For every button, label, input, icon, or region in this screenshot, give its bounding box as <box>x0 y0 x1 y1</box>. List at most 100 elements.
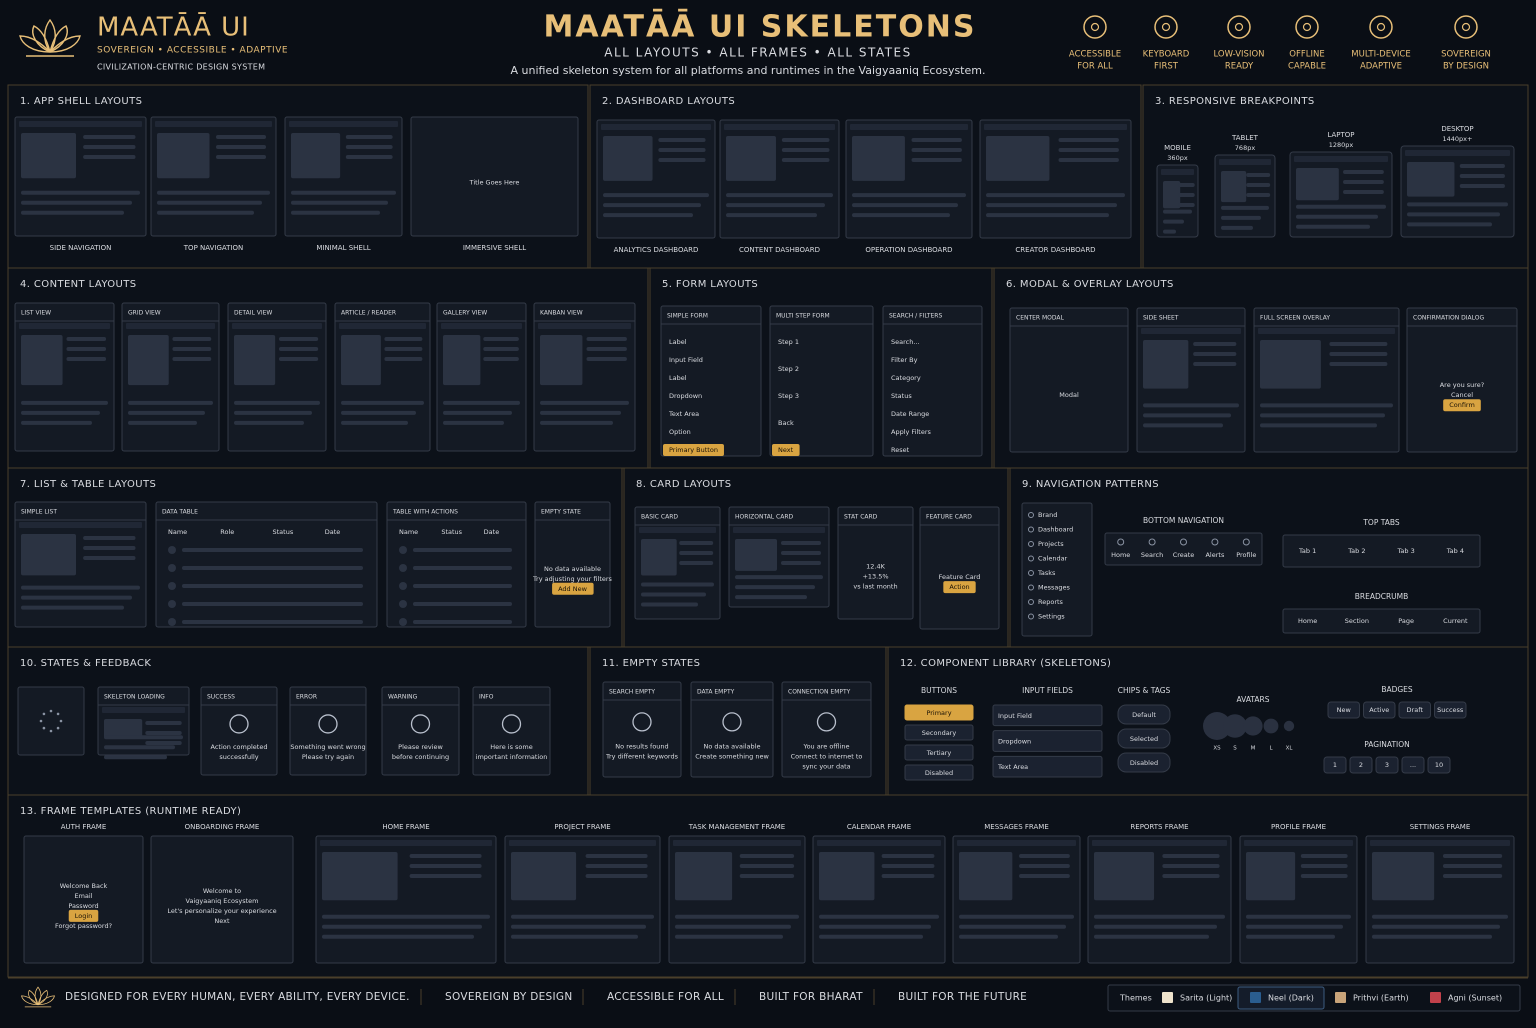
inner-text: Welcome to <box>203 887 241 895</box>
item-label: TASK MANAGEMENT FRAME <box>688 823 785 831</box>
card <box>919 506 1000 630</box>
card <box>155 501 378 628</box>
brand: MAATĀĀ UI <box>97 12 250 43</box>
page-title: MAATĀĀ UI SKELETONS <box>544 9 977 45</box>
card <box>381 686 460 776</box>
skeleton-line <box>104 755 167 760</box>
skeleton-block <box>1246 852 1296 901</box>
breakpoint-width: 1440px+ <box>1443 135 1473 143</box>
skeleton-line <box>1300 854 1348 858</box>
skeleton-line <box>1221 225 1253 230</box>
theme-swatch[interactable] <box>1335 992 1346 1003</box>
item-label: PROJECT FRAME <box>554 823 610 831</box>
column-header: Name <box>168 528 187 536</box>
breakpoint-width: 1280px <box>1329 141 1354 149</box>
inner-text: Create something new <box>695 753 769 761</box>
item-label: REPORTS FRAME <box>1130 823 1188 831</box>
footer-pillar: BUILT FOR THE FUTURE <box>898 991 1027 1003</box>
skeleton-line <box>781 138 830 142</box>
card-label: BASIC CARD <box>641 514 678 521</box>
nav-icon <box>1117 538 1125 546</box>
breakpoint-label: MOBILE <box>1164 144 1191 152</box>
skeleton-line <box>1459 164 1505 168</box>
feature-icon-dot <box>1090 22 1100 32</box>
button <box>552 582 594 595</box>
skeleton-line <box>1143 413 1231 418</box>
chip <box>1434 701 1467 719</box>
card <box>200 686 278 776</box>
skeleton-line <box>345 145 393 149</box>
theme-swatch[interactable] <box>1430 992 1441 1003</box>
footer-pillar: SOVEREIGN BY DESIGN <box>445 991 572 1003</box>
inner-text: Next <box>778 446 794 454</box>
skeleton-line <box>172 357 212 361</box>
inner-text: Label <box>669 338 687 346</box>
skeleton-line <box>66 337 107 341</box>
skeleton-line <box>1178 193 1195 197</box>
nav-icon <box>1028 570 1034 576</box>
skeleton-line <box>172 347 212 351</box>
feature-icon <box>1227 15 1251 39</box>
spinner-card <box>17 686 85 756</box>
component-label: Disabled <box>1130 759 1158 767</box>
section-title: 2. DASHBOARD LAYOUTS <box>602 96 735 107</box>
card-label: WARNING <box>388 694 418 701</box>
inner-text: Let's personalize your experience <box>167 907 276 915</box>
skeleton-block <box>675 852 733 901</box>
footer-pillar: BUILT FOR BHARAT <box>759 991 863 1003</box>
feature-icon <box>1083 15 1107 39</box>
skeleton-line <box>1343 170 1384 174</box>
section-title: 6. MODAL & OVERLAY LAYOUTS <box>1006 279 1174 290</box>
nav-icon <box>1180 538 1187 546</box>
row-avatar <box>168 600 176 608</box>
row-item: 3 <box>1385 761 1389 769</box>
skeleton-line <box>852 193 966 198</box>
skeleton-line <box>483 357 519 361</box>
feature-icon <box>1154 15 1178 39</box>
row-line <box>182 602 363 606</box>
card-label: DATA EMPTY <box>697 689 735 696</box>
item-label: AUTH FRAME <box>61 823 107 831</box>
nav-item: Messages <box>1038 584 1070 592</box>
inner-text: Action completed <box>211 743 268 751</box>
inner-text: Feature Card <box>939 573 981 581</box>
card <box>882 305 983 457</box>
inner-text: Confirm <box>1449 401 1475 409</box>
row-avatar <box>399 564 407 572</box>
item-label: HOME FRAME <box>382 823 429 831</box>
skeleton-line <box>1163 219 1184 224</box>
kicker: ALL LAYOUTS • ALL FRAMES • ALL STATES <box>604 46 912 60</box>
inner-text: Here is some <box>490 743 532 751</box>
inner-text: Action <box>949 583 969 591</box>
item-label: CONTENT DASHBOARD <box>739 246 820 254</box>
skeleton-bar <box>1161 169 1194 175</box>
avatar-size: XS <box>1213 746 1221 752</box>
skeleton-line <box>21 400 108 405</box>
feature-icon-dot <box>1302 22 1312 32</box>
avatar-size: S <box>1233 746 1237 752</box>
inner-text: Step 2 <box>778 365 799 373</box>
skeleton-line <box>641 592 706 597</box>
skeleton-line <box>781 551 821 555</box>
skeleton-line <box>735 595 807 600</box>
inner-text: Dropdown <box>669 392 702 400</box>
skeleton-line <box>341 400 424 405</box>
theme-swatch[interactable] <box>1250 992 1261 1003</box>
section-title: 9. NAVIGATION PATTERNS <box>1022 479 1159 490</box>
themes-label: Themes <box>1119 994 1152 1003</box>
state-icon <box>410 714 431 734</box>
skeleton-line <box>1094 934 1209 939</box>
theme-name: Sarita (Light) <box>1180 994 1232 1003</box>
skeleton-block <box>1260 340 1321 389</box>
skeleton-line <box>1221 205 1269 210</box>
skeleton-line <box>739 874 795 878</box>
skeleton-block <box>726 136 776 181</box>
inner-text: Forgot password? <box>55 922 112 930</box>
theme-swatch[interactable] <box>1162 992 1173 1003</box>
skeleton-line <box>216 145 266 149</box>
nav-item: Tasks <box>1037 569 1056 577</box>
state-icon <box>722 712 742 732</box>
skeleton-bar <box>1141 328 1241 334</box>
row-line <box>413 602 512 606</box>
skeleton-line <box>726 193 833 198</box>
